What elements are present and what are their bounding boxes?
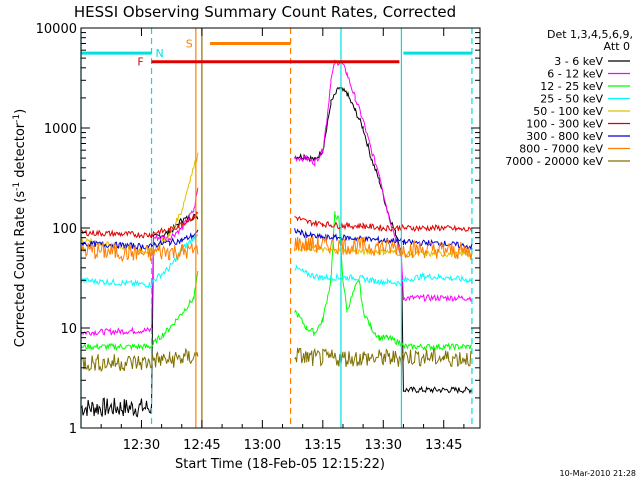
y-tick-label: 10000 [36,22,77,37]
legend-label: 3 - 6 keV [554,55,603,68]
y-axis-label-sup2: -1 [12,114,22,123]
series-line-7 [80,236,473,263]
flag-label-f: F [137,56,143,69]
legend-title: Det 1,3,4,5,6,9, [547,28,633,41]
legend-label: 100 - 300 keV [526,118,603,131]
x-tick-label: 13:30 [365,438,402,453]
series-line-6 [80,228,473,252]
y-tick-label: 1000 [44,122,77,137]
series-line-8 [80,347,473,373]
y-tick-label: 100 [52,222,77,237]
series-line-2 [80,211,472,352]
y-axis-label: Corrected Count Rate (s-1 detector-1) [12,109,28,347]
y-axis-label-sup1: -1 [12,182,22,191]
legend-label: 300 - 800 keV [526,130,603,143]
legend-label: 6 - 12 keV [547,68,603,81]
x-tick-label: 13:45 [425,438,462,453]
series-line-5 [80,211,473,240]
x-tick-label: 12:30 [123,438,160,453]
series-line-3 [80,232,473,289]
series-line-1 [80,59,473,337]
legend-label: 12 - 25 keV [540,80,603,93]
y-axis-label-mid: detector [13,122,28,182]
x-tick-label: 13:00 [244,438,281,453]
chart-title: HESSI Observing Summary Count Rates, Cor… [74,3,456,21]
y-tick-label: 10 [60,322,77,337]
legend-subtitle: Att 0 [604,40,630,53]
legend-label: 800 - 7000 keV [519,143,603,156]
x-tick-label: 13:15 [304,438,341,453]
footer-timestamp: 10-Mar-2010 21:28 [560,469,637,478]
x-tick-label: 12:45 [183,438,220,453]
legend-label: 25 - 50 keV [540,93,603,106]
legend-label: 50 - 100 keV [533,105,603,118]
x-axis-label: Start Time (18-Feb-05 12:15:22) [175,457,385,472]
legend-label: 7000 - 20000 keV [505,155,603,168]
flag-label-s: S [186,37,193,50]
y-axis-label-end: ) [13,109,28,114]
y-axis-label-main: Corrected Count Rate (s [13,191,28,348]
flag-label-n: N [156,47,164,60]
y-tick-label: 1 [69,422,77,437]
